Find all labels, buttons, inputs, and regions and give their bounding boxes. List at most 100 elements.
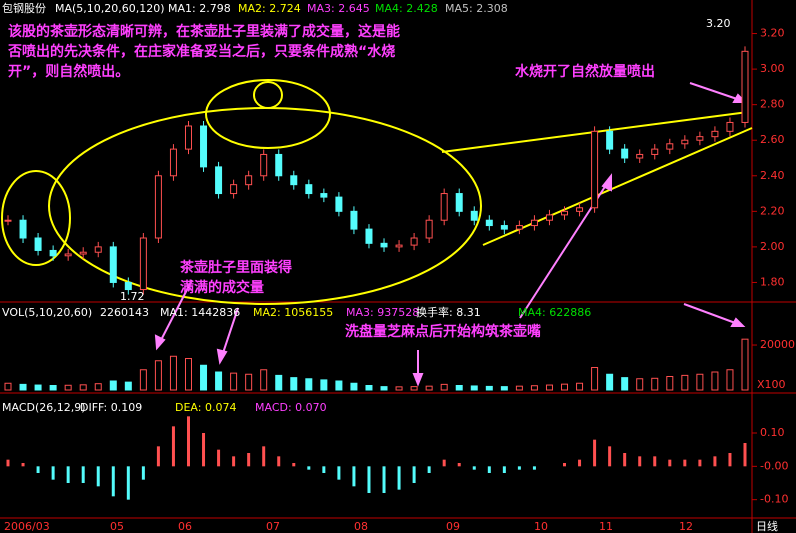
volume-bar — [94, 383, 102, 391]
volume-bar — [651, 377, 659, 391]
volume-bar — [545, 384, 553, 391]
volume-bar — [515, 385, 523, 391]
volume-bar — [591, 367, 599, 391]
arrows — [154, 82, 748, 387]
volume-bar — [621, 377, 629, 391]
period-label: 日线 — [756, 519, 778, 533]
candle — [500, 225, 508, 230]
candle — [440, 193, 448, 221]
indicator-readout: MA4: 622886 — [518, 306, 591, 319]
volume-bar — [200, 364, 208, 391]
volume-bar — [455, 385, 463, 391]
candle — [515, 225, 523, 230]
candle — [576, 207, 584, 212]
candle — [410, 237, 418, 246]
candle — [49, 249, 57, 257]
volume-bar — [230, 372, 238, 391]
candle — [305, 184, 313, 195]
candle — [606, 130, 614, 150]
y-tick-label: 2.80 — [760, 98, 785, 111]
volume-bar — [34, 384, 42, 391]
volume-bar — [184, 358, 192, 391]
volume-bar — [711, 371, 719, 391]
indicator-readout: MA3: 937528 — [346, 306, 419, 319]
y-tick-label: 0.10 — [760, 426, 785, 439]
indicator-readout: MA4: 2.428 — [375, 2, 438, 15]
y-tick-label: 2.40 — [760, 169, 785, 182]
x-tick-label: 2006/03 — [4, 520, 50, 533]
candle — [726, 121, 734, 132]
volume-bar — [124, 381, 132, 391]
volume-bar — [350, 382, 358, 391]
candle — [64, 253, 72, 257]
candle — [395, 244, 403, 248]
indicator-readout: MA2: 1056155 — [253, 306, 333, 319]
candle — [711, 130, 719, 138]
volume-bar — [666, 376, 674, 391]
candle — [621, 148, 629, 159]
candle — [94, 246, 102, 253]
volume-bar — [49, 385, 57, 391]
volume-bar — [500, 386, 508, 391]
candle — [485, 219, 493, 227]
candle — [470, 210, 478, 221]
volume-bar — [410, 386, 418, 391]
candle — [350, 210, 358, 230]
volume-bar — [485, 385, 493, 391]
volume-bar — [440, 383, 448, 391]
candle — [380, 242, 388, 248]
candle — [230, 184, 238, 195]
y-tick-label: 3.20 — [760, 27, 785, 40]
volume-bar — [260, 369, 268, 391]
candle — [545, 214, 553, 221]
x-tick-label: 05 — [110, 520, 124, 533]
volume-bar — [275, 374, 283, 391]
candle — [19, 219, 27, 239]
y-tick-label: -0.00 — [760, 459, 788, 472]
annotation: 洗盘量芝麻点后开始构筑茶壶嘴 — [345, 323, 541, 340]
volume-bar — [154, 360, 162, 391]
volume-bar — [215, 371, 223, 391]
volume-bar — [79, 384, 87, 391]
x-tick-label: 06 — [178, 520, 192, 533]
high-label: 3.20 — [706, 17, 731, 30]
volume-bar — [636, 378, 644, 391]
candle — [154, 175, 162, 239]
candle — [79, 251, 87, 255]
y-tick-label: 20000 — [760, 338, 795, 351]
volume-bar — [169, 355, 177, 391]
indicator-readout: 2260143 — [100, 306, 149, 319]
volume-bar — [726, 369, 734, 391]
volume-bar — [681, 374, 689, 391]
indicator-readout: MACD: 0.070 — [255, 401, 327, 414]
indicator-readout: 换手率: 8.31 — [416, 305, 481, 319]
candle — [741, 50, 749, 123]
annotation: 水烧开了自然放量喷出 — [515, 63, 655, 80]
candle — [666, 143, 674, 150]
indicator-readout: MA1: 1442836 — [160, 306, 240, 319]
indicator-name: MACD(26,12,9) — [2, 401, 86, 414]
volume-bar — [530, 385, 538, 391]
candle — [455, 193, 463, 212]
indicator-readout: MA5: 2.308 — [445, 2, 508, 15]
candle — [425, 219, 433, 239]
candle — [561, 210, 569, 216]
candle — [245, 175, 253, 186]
volume-bar — [139, 369, 147, 391]
indicator-readout: DEA: 0.074 — [175, 401, 236, 414]
y-tick-label: 2.60 — [760, 133, 785, 146]
candle — [124, 281, 132, 291]
candle — [591, 130, 599, 209]
candle — [139, 237, 147, 291]
y-tick-label: 2.20 — [760, 204, 785, 217]
candle — [320, 193, 328, 198]
volume-bar — [576, 382, 584, 391]
volume-bar — [561, 383, 569, 391]
volume-bar — [335, 380, 343, 391]
candle — [34, 237, 42, 251]
candle — [365, 228, 373, 244]
candle — [215, 166, 223, 195]
volume-bar — [470, 385, 478, 391]
candle — [4, 219, 12, 222]
candle — [335, 196, 343, 212]
